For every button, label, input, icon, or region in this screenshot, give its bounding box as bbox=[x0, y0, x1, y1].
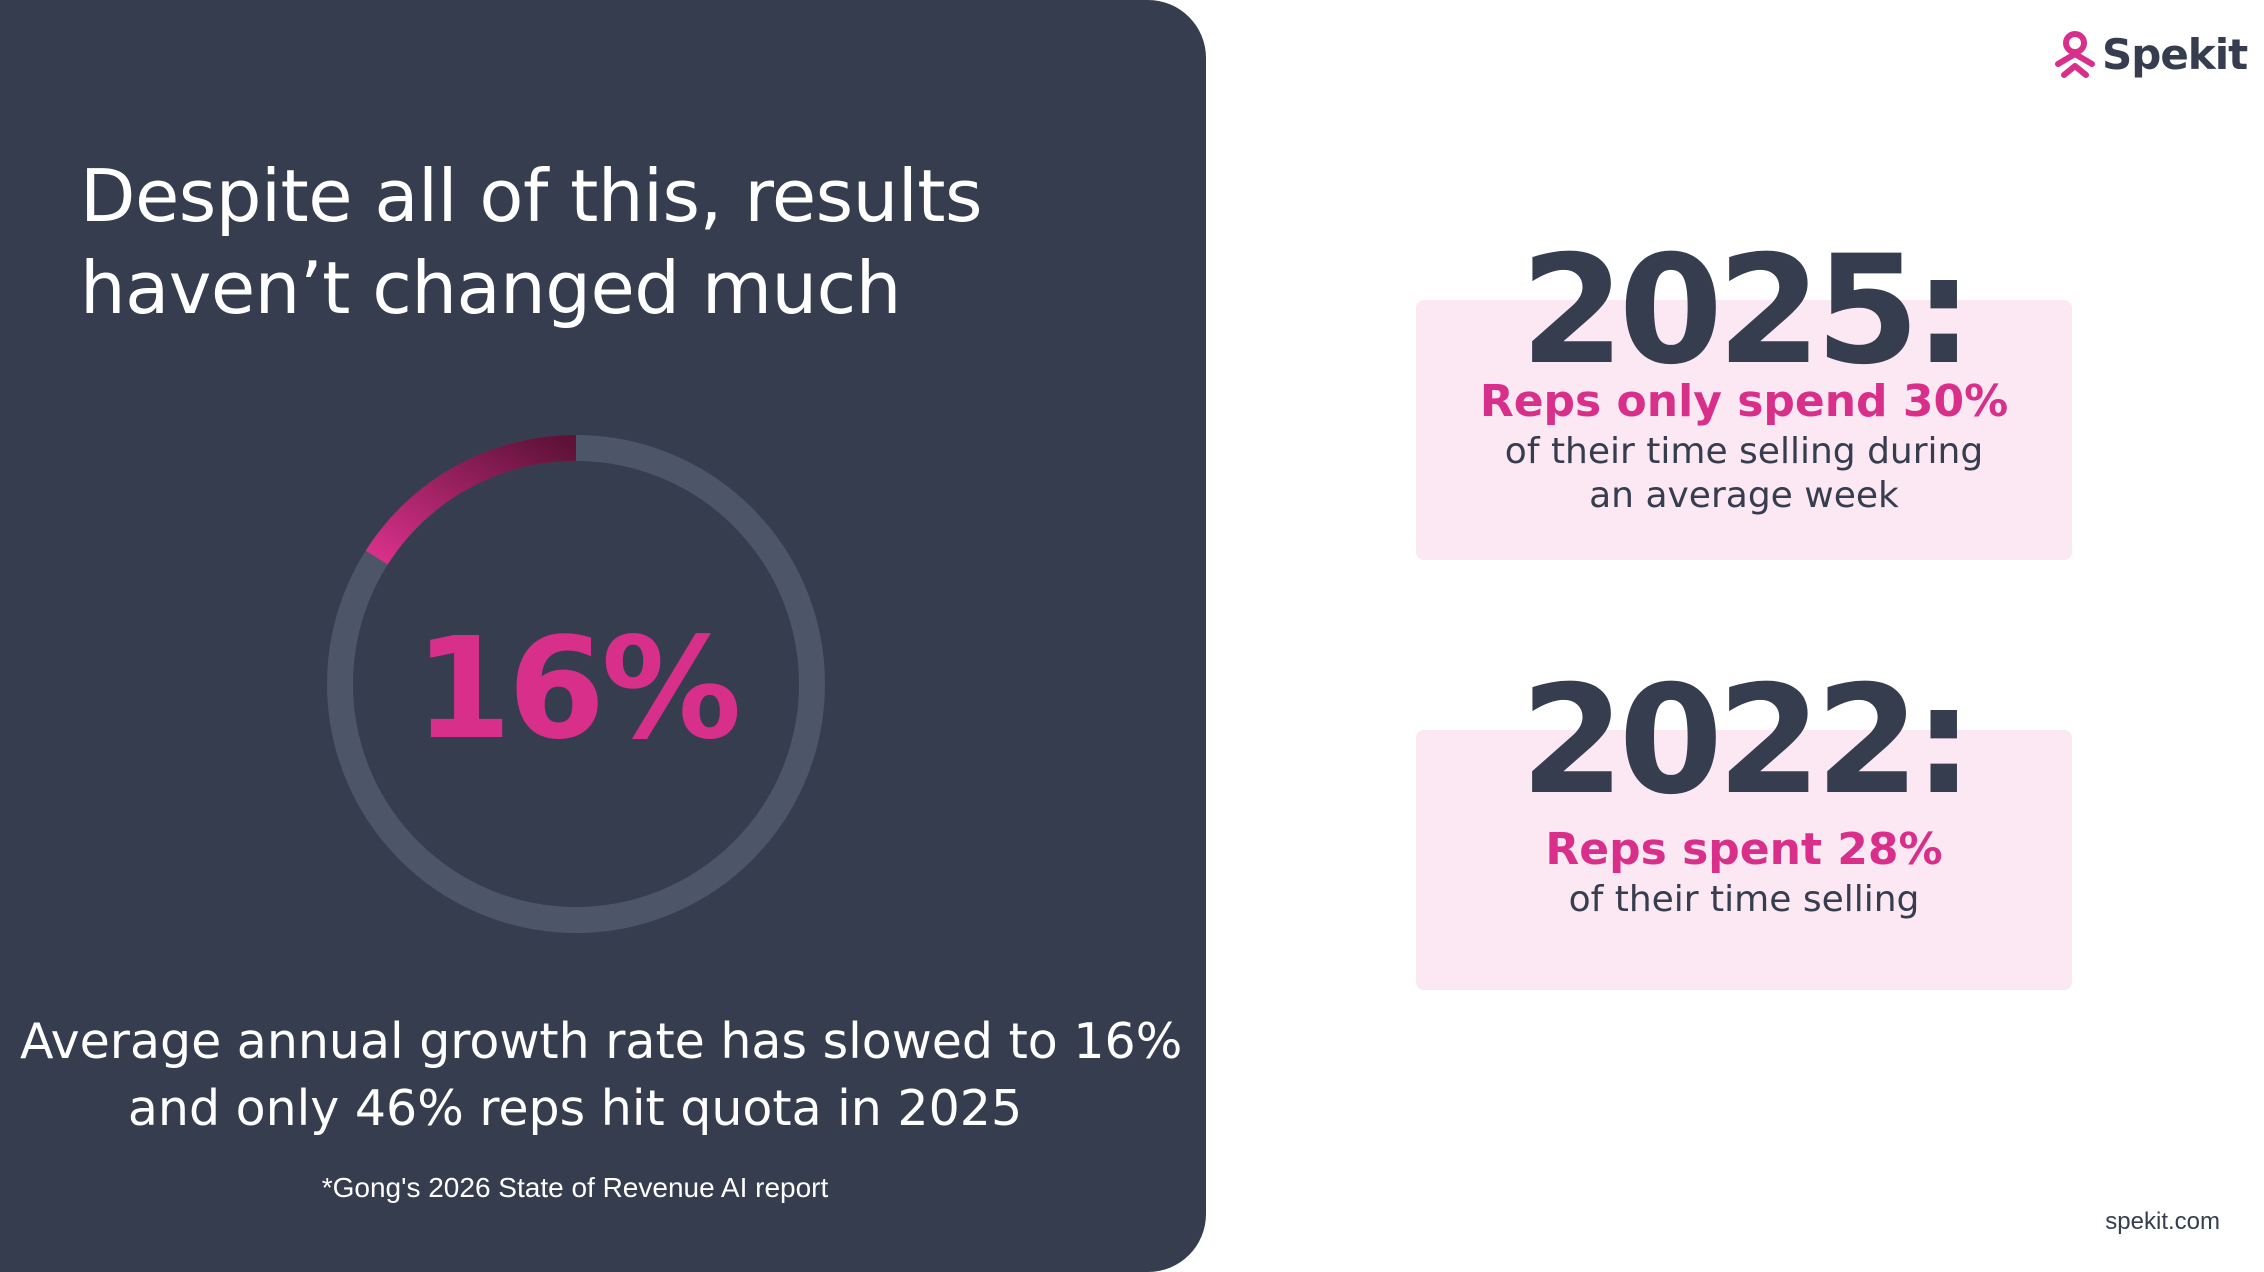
stat-text-2025: Reps only spend 30% of their time sellin… bbox=[1416, 374, 2072, 518]
stat-card-2025 bbox=[1416, 300, 2072, 560]
logo-text: Spekit bbox=[2102, 29, 2248, 79]
ring-value-label: 16% bbox=[414, 607, 741, 771]
progress-ring: 16% bbox=[316, 424, 836, 944]
spekit-logo-icon bbox=[2055, 31, 2095, 78]
stat-card-2022 bbox=[1416, 730, 2072, 990]
stat-desc-2025-line-2: an average week bbox=[1589, 475, 1899, 516]
stat-year-2022: 2022: bbox=[1520, 654, 1973, 828]
summary-line-2: and only 46% reps hit quota in 2025 bbox=[127, 1080, 1023, 1137]
progress-ring-graphic bbox=[327, 435, 825, 933]
stat-text-2022: Reps spent 28% of their time selling bbox=[1416, 822, 2072, 922]
stat-year-2025: 2025: bbox=[1520, 224, 1973, 398]
stat-desc-2025-line-1: of their time selling during bbox=[1504, 431, 1984, 472]
headline: Despite all of this, results haven’t cha… bbox=[80, 154, 983, 330]
stat-desc-2022-line-1: of their time selling bbox=[1568, 879, 1920, 920]
stat-highlight-2025: Reps only spend 30% bbox=[1479, 376, 2009, 427]
footer-url[interactable]: spekit.com bbox=[2105, 1208, 2220, 1235]
spekit-logo: Spekit bbox=[2054, 26, 2248, 82]
stat-highlight-2022: Reps spent 28% bbox=[1545, 824, 1943, 875]
ring-progress-arc bbox=[365, 435, 577, 565]
left-panel: Despite all of this, results haven’t cha… bbox=[0, 0, 1206, 1272]
summary-line-1: Average annual growth rate has slowed to… bbox=[20, 1013, 1183, 1070]
source-note: *Gong's 2026 State of Revenue AI report bbox=[321, 1172, 829, 1203]
summary-text: Average annual growth rate has slowed to… bbox=[20, 1008, 1183, 1142]
